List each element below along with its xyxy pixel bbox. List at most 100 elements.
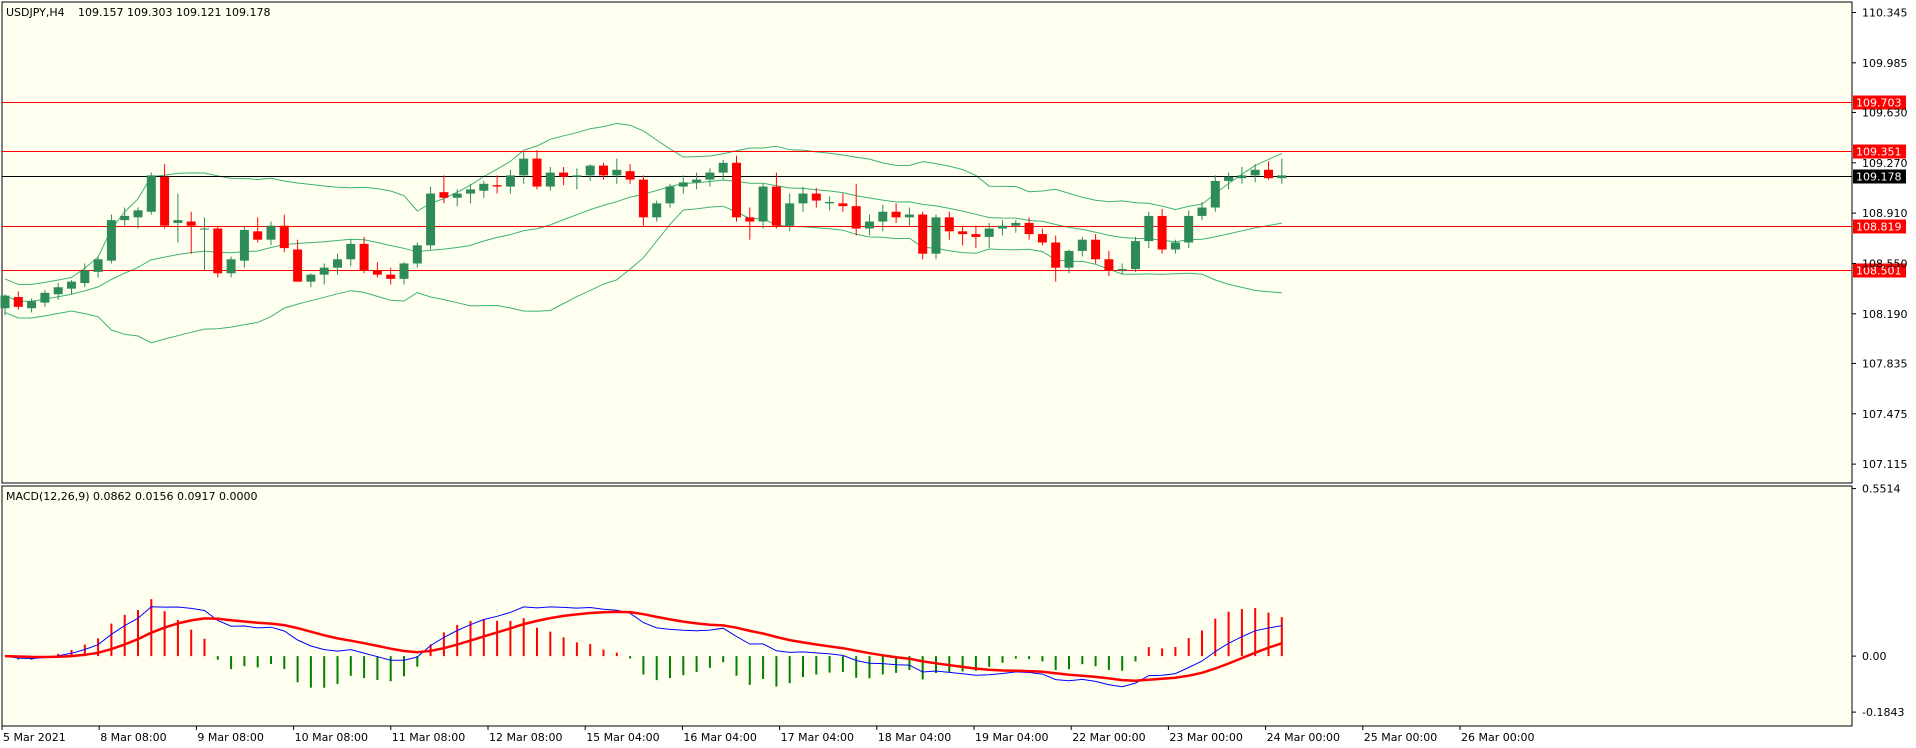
macd-main-line: [4, 606, 1282, 688]
candle: [1037, 228, 1047, 246]
candle: [1131, 236, 1140, 272]
candle: [279, 214, 289, 253]
price-tick-label: 108.910: [1862, 207, 1908, 220]
candle: [572, 168, 582, 190]
candle: [160, 164, 170, 229]
macd-indicator: [4, 599, 1283, 688]
level-price-label: 108.819: [1856, 221, 1902, 234]
current-price-label: 109.178: [1856, 171, 1902, 184]
candle: [585, 164, 595, 181]
time-tick-label: 11 Mar 08:00: [392, 731, 465, 744]
candle: [173, 193, 183, 243]
candle: [399, 262, 409, 285]
level-price-badge: [1853, 263, 1906, 278]
time-tick-label: 5 Mar 2021: [3, 731, 66, 744]
time-tick-label: 16 Mar 04:00: [683, 731, 756, 744]
candle: [904, 207, 914, 226]
time-tick-label: 8 Mar 08:00: [100, 731, 166, 744]
candle: [745, 207, 755, 240]
candle: [239, 225, 249, 268]
candle: [545, 166, 555, 191]
candle: [1011, 220, 1021, 233]
candle: [678, 175, 688, 194]
candle: [226, 256, 236, 278]
level-price-badge: [1853, 144, 1906, 159]
candle: [984, 222, 994, 249]
candle: [1210, 175, 1220, 212]
candle: [1104, 250, 1114, 277]
level-price-label: 108.501: [1856, 265, 1902, 278]
candle: [1250, 164, 1260, 183]
candle: [1264, 161, 1273, 180]
candle: [771, 172, 781, 229]
candle: [811, 187, 821, 208]
candle: [412, 242, 422, 268]
candle: [718, 160, 728, 180]
candle: [1237, 166, 1247, 184]
level-price-badge: [1853, 95, 1906, 110]
candle: [13, 291, 23, 310]
price-axis: 109.703 109.351 108.819 108.501 110.345 109.9…: [1852, 6, 1908, 719]
candle: [293, 239, 303, 282]
bollinger-upper: [4, 122, 1283, 285]
candle: [532, 150, 542, 190]
candle: [80, 263, 90, 288]
candle: [106, 214, 116, 264]
candle: [439, 175, 449, 204]
time-tick-label: 22 Mar 00:00: [1072, 731, 1145, 744]
candle: [1077, 236, 1087, 257]
candle: [1224, 172, 1234, 190]
time-tick-label: 18 Mar 04:00: [878, 731, 951, 744]
candle: [133, 207, 143, 229]
candle: [891, 203, 901, 223]
candle: [346, 239, 356, 267]
candle: [798, 186, 808, 212]
price-tick-label: 110.345: [1862, 6, 1908, 19]
ohlc-readout: 109.157 109.303 109.121 109.178: [78, 6, 270, 19]
candle: [0, 294, 10, 316]
candle: [931, 214, 941, 260]
price-tick-label: 109.270: [1862, 157, 1908, 170]
price-tick-label: 107.115: [1862, 458, 1908, 471]
candle: [665, 183, 675, 208]
current-price-badge: [1853, 169, 1906, 184]
candle: [732, 155, 741, 222]
candle: [426, 186, 436, 250]
candle: [638, 175, 648, 226]
level-price-label: 109.703: [1856, 97, 1902, 110]
candle: [705, 168, 715, 187]
time-tick-label: 15 Mar 04:00: [586, 731, 659, 744]
candle: [67, 280, 76, 295]
candle: [186, 211, 196, 254]
candle: [838, 193, 848, 212]
candle: [120, 207, 130, 226]
symbol-label: USDJPY,H4: [6, 6, 65, 19]
candle: [825, 196, 835, 211]
time-axis: 5 Mar 2021 8 Mar 08:00 9 Mar 08:00 10 Mar 0…: [1, 726, 1534, 744]
candle: [944, 211, 954, 240]
candle: [266, 221, 276, 246]
candle: [1277, 158, 1287, 184]
candle: [1064, 249, 1074, 274]
candle: [1157, 208, 1167, 254]
time-tick-label: 26 Mar 00:00: [1461, 731, 1534, 744]
candle: [1051, 235, 1061, 282]
macd-tick-label: -0.1843: [1862, 706, 1904, 719]
candle: [1091, 234, 1101, 264]
candle: [625, 164, 635, 184]
candle: [359, 236, 369, 274]
candles: [0, 150, 1287, 316]
level-price-label: 109.351: [1856, 146, 1902, 159]
price-tick-label: 107.475: [1862, 408, 1908, 421]
candle: [213, 225, 223, 278]
candle: [785, 193, 795, 232]
candle: [93, 256, 103, 278]
candle: [1024, 217, 1034, 240]
candle: [519, 151, 529, 184]
price-tick-label: 107.835: [1862, 357, 1908, 370]
candle: [971, 225, 981, 249]
candle: [505, 169, 515, 194]
candle: [1117, 263, 1127, 275]
candle: [1197, 201, 1207, 221]
